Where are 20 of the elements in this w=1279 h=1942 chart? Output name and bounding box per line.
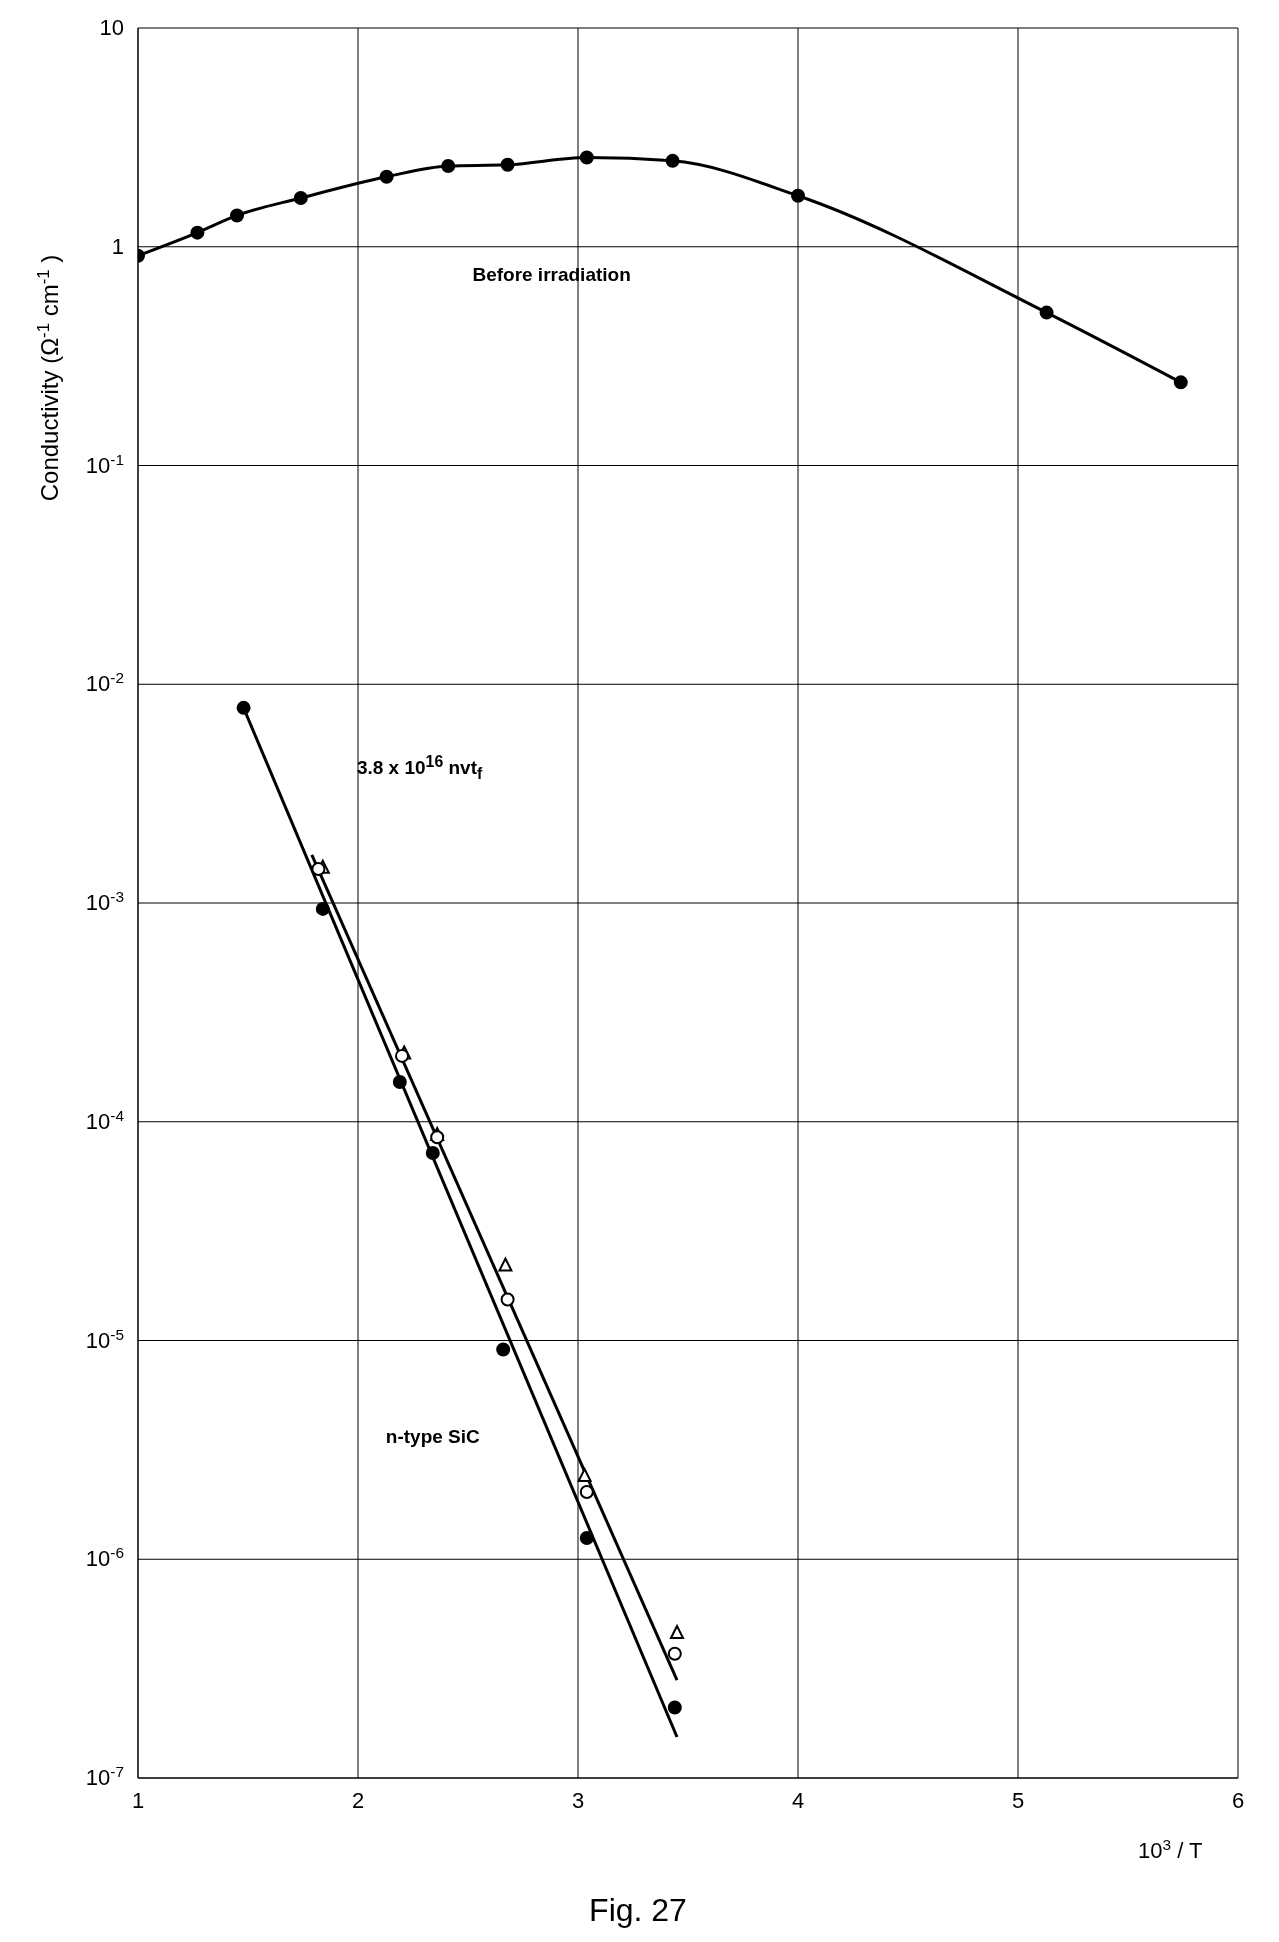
y-tick-label: 10 [99,15,124,40]
y-tick-label: 10$^{-7}$ [85,1762,124,1790]
x-tick-label: 5 [1011,1788,1025,1813]
y-tick-label: 10$^{-2}$ [85,668,124,697]
y-tick-label: 10$^{-5}$ [85,1325,124,1353]
caption: Fig. 27 [588,1892,688,1929]
annotation: 3.8 x 10$^{16}$ nvt$_{f}$ [356,753,483,784]
y-tick-label: 10$^{-3}$ [85,887,124,915]
y-tick-label: 1 [111,233,124,259]
x-tick-label: 6 [1231,1788,1245,1813]
annotation: n-type SiC [385,1425,480,1448]
annotation: Before irradiation [472,263,631,286]
y-tick-label: 10$^{-6}$ [85,1543,124,1572]
x-tick-label: 4 [791,1788,805,1813]
y-tick-label: 10$^{-4}$ [85,1106,125,1134]
x-tick-label: 3 [571,1788,585,1813]
x-tick-label: 1 [131,1788,145,1813]
x-tick-label: 2 [351,1788,365,1813]
x-axis-title: 10$^{3}$/ T [1138,1835,1203,1863]
y-tick-label: 10$^{-1}$ [85,450,124,478]
